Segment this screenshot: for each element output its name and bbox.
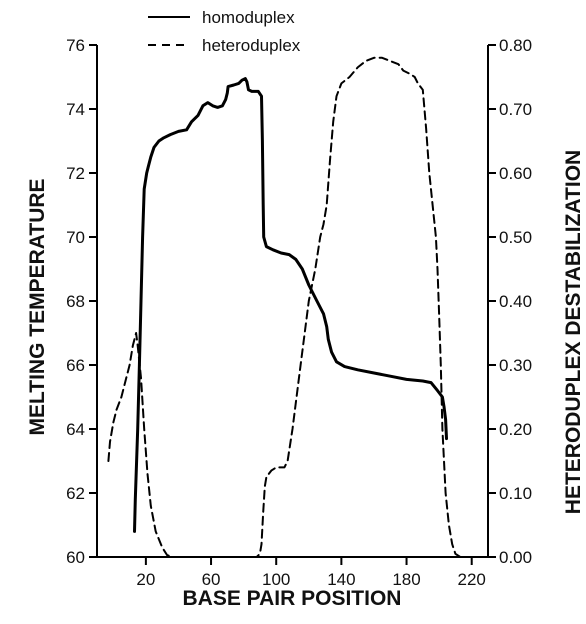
- y2-tick-label-6: 0.60: [499, 164, 532, 183]
- x-tick-label-2: 100: [262, 570, 290, 589]
- y2-tick-label-7: 0.70: [499, 100, 532, 119]
- y-tick-label-2: 64: [66, 420, 85, 439]
- y2-tick-label-1: 0.10: [499, 484, 532, 503]
- x-tick-label-5: 220: [458, 570, 486, 589]
- y2-tick-label-8: 0.80: [499, 36, 532, 55]
- legend: homoduplex heteroduplex: [148, 8, 301, 55]
- y2-tick-label-4: 0.40: [499, 292, 532, 311]
- x-tick-label-4: 180: [392, 570, 420, 589]
- x-tick-label-0: 20: [136, 570, 155, 589]
- y-tick-label-0: 60: [66, 548, 85, 567]
- x-axis-title: BASE PAIR POSITION: [183, 587, 402, 610]
- y-tick-label-5: 70: [66, 228, 85, 247]
- y-tick-label-3: 66: [66, 356, 85, 375]
- legend-homoduplex-label: homoduplex: [202, 8, 295, 27]
- y-tick-label-8: 76: [66, 36, 85, 55]
- series-homoduplex-line: [133, 77, 448, 533]
- y2-tick-label-2: 0.20: [499, 420, 532, 439]
- y2-tick-label-0: 0.00: [499, 548, 532, 567]
- right-ticks: 0.00 0.10 0.20 0.30 0.40 0.50 0.60 0.70 0.80: [488, 36, 532, 567]
- y2-tick-label-5: 0.50: [499, 228, 532, 247]
- x-tick-label-1: 60: [202, 570, 221, 589]
- x-tick-label-3: 140: [327, 570, 355, 589]
- series-layer: [107, 56, 462, 558]
- y-tick-label-4: 68: [66, 292, 85, 311]
- y-tick-label-6: 72: [66, 164, 85, 183]
- y2-tick-label-3: 0.30: [499, 356, 532, 375]
- legend-heteroduplex-label: heteroduplex: [202, 36, 301, 55]
- left-ticks: 60 62 64 66 68 70 72 74 76: [66, 36, 97, 567]
- y-tick-label-1: 62: [66, 484, 85, 503]
- bottom-ticks: 20 60 100 140 180 220: [136, 557, 486, 589]
- y2-axis-title: HETERODUPLEX DESTABILIZATION: [562, 150, 585, 514]
- series-heteroduplex-line: [107, 56, 462, 558]
- y-tick-label-7: 74: [66, 100, 85, 119]
- y-axis-title: MELTING TEMPERATURE: [26, 178, 49, 435]
